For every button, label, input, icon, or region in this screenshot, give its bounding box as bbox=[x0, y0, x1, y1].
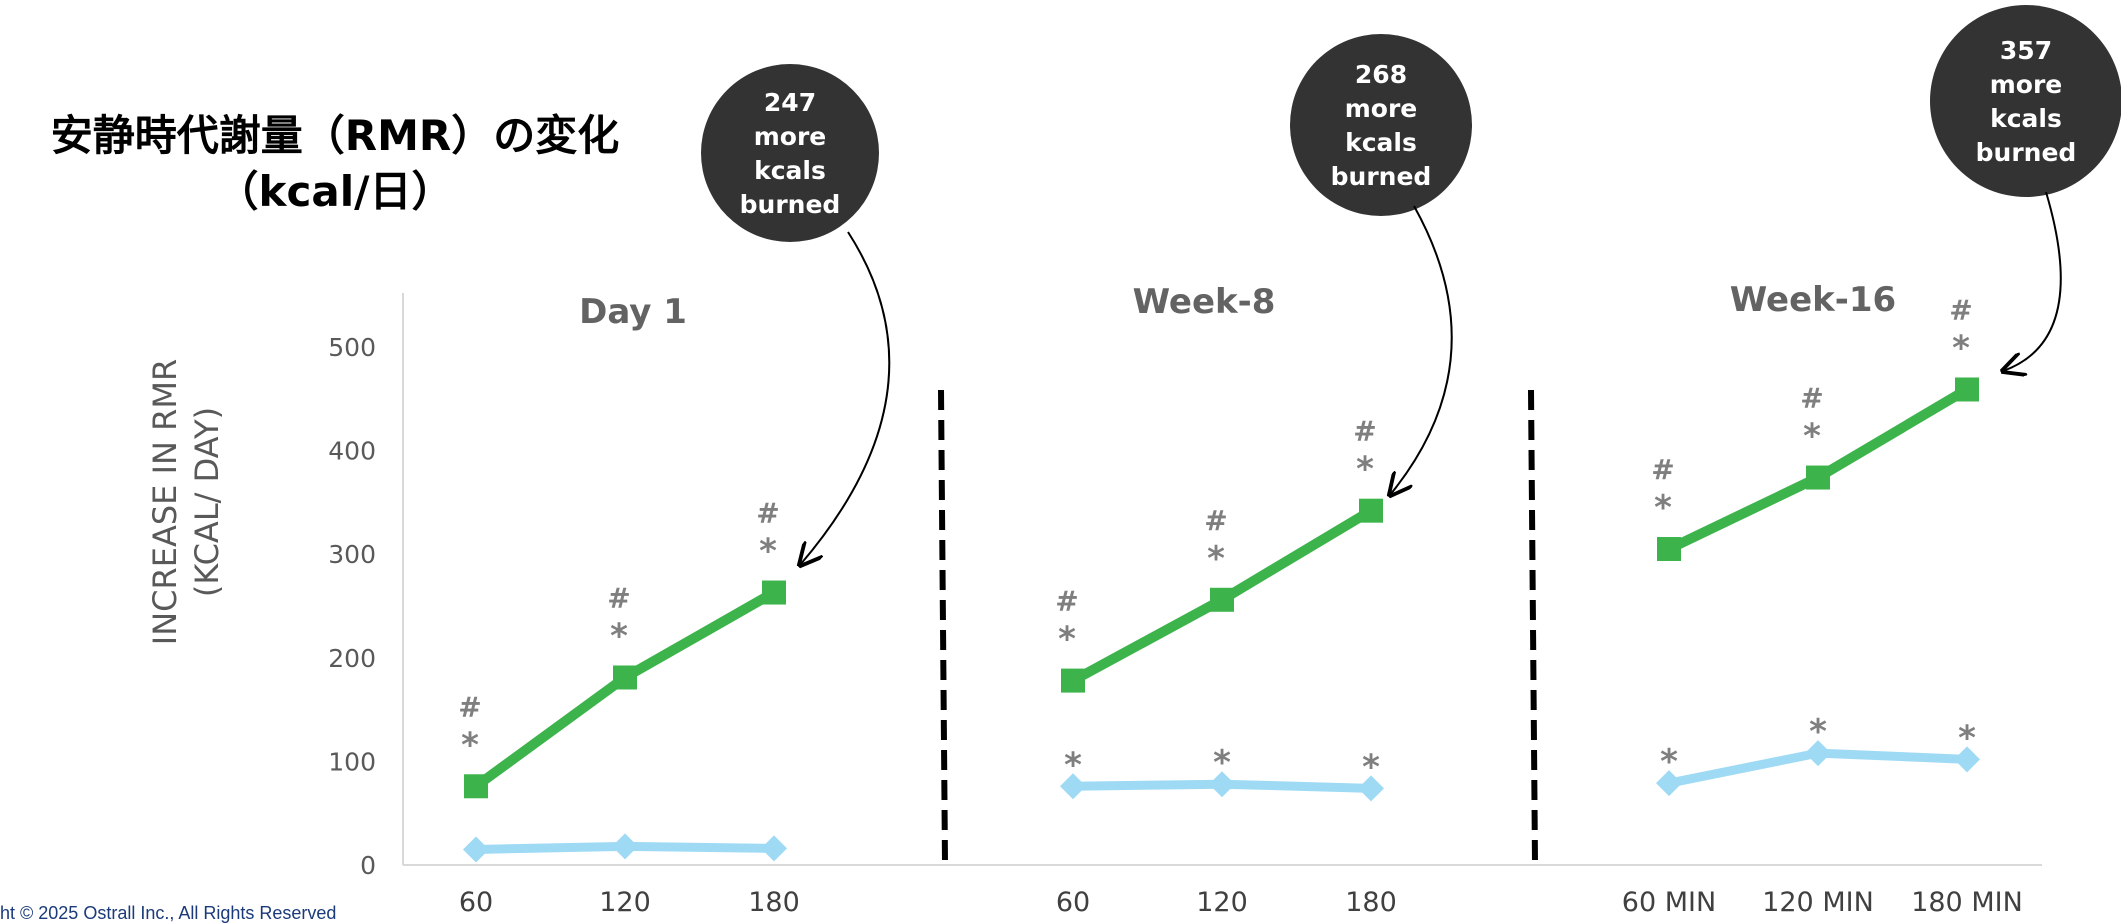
x-tick-label: 180 bbox=[1345, 887, 1397, 914]
x-tick-label: 60 bbox=[459, 887, 493, 914]
significance-star: * bbox=[759, 532, 777, 572]
significance-star: * bbox=[1803, 417, 1821, 457]
callout-text: burned bbox=[1331, 162, 1432, 191]
callout-text: more bbox=[754, 122, 827, 151]
callout-text: more bbox=[1990, 70, 2063, 99]
data-point-square bbox=[1955, 377, 1979, 402]
significance-star: * bbox=[610, 616, 628, 656]
title-line-2: （kcal/日） bbox=[216, 167, 454, 216]
callout-arrow bbox=[2003, 191, 2062, 371]
significance-hash: # bbox=[1949, 293, 1972, 326]
callout-text: more bbox=[1345, 94, 1418, 123]
x-tick-label: 120 MIN bbox=[1762, 887, 1874, 914]
y-tick-label: 200 bbox=[328, 644, 376, 673]
callout-arrow bbox=[800, 231, 891, 565]
data-point-diamond bbox=[612, 833, 638, 860]
x-tick-label: 180 bbox=[748, 887, 800, 914]
significance-hash: # bbox=[1800, 382, 1823, 415]
y-tick-label: 400 bbox=[328, 437, 376, 466]
callout-bubble bbox=[701, 64, 879, 242]
title-line-1: 安静時代謝量（RMR）の変化 bbox=[50, 111, 620, 160]
significance-star: * bbox=[1952, 328, 1970, 368]
data-point-diamond bbox=[1954, 746, 1980, 773]
panel-divider-1 bbox=[938, 389, 948, 863]
panel-title: Day 1 bbox=[579, 292, 687, 332]
significance-star: * bbox=[1654, 488, 1672, 528]
data-point-square bbox=[464, 774, 488, 799]
significance-hash: # bbox=[1055, 585, 1078, 618]
panel-title: Week-8 bbox=[1133, 282, 1276, 322]
significance-hash: # bbox=[756, 497, 779, 530]
panel-title: Week-16 bbox=[1730, 280, 1896, 320]
data-point-square bbox=[613, 665, 637, 690]
data-point-diamond bbox=[1060, 773, 1086, 800]
y-tick-label: 500 bbox=[328, 333, 376, 362]
significance-star: * bbox=[1660, 742, 1678, 782]
callout-text: 357 bbox=[2000, 36, 2052, 65]
panel-divider-2 bbox=[1528, 389, 1538, 863]
x-tick-label: 60 MIN bbox=[1622, 887, 1716, 914]
data-point-square bbox=[1359, 498, 1383, 523]
y-tick-label: 100 bbox=[328, 747, 376, 776]
data-point-diamond bbox=[1209, 771, 1235, 798]
page-title: 安静時代謝量（RMR）の変化 （kcal/日） bbox=[0, 108, 670, 220]
data-point-square bbox=[1061, 668, 1085, 693]
significance-star: * bbox=[1058, 620, 1076, 660]
callout-text: burned bbox=[1976, 138, 2077, 167]
significance-star: * bbox=[1207, 539, 1225, 579]
significance-star: * bbox=[1809, 712, 1827, 752]
callout-bubble bbox=[1290, 34, 1472, 216]
data-point-square bbox=[762, 580, 786, 605]
callout-text: kcals bbox=[1990, 104, 2062, 133]
y-tick-label: 300 bbox=[328, 540, 376, 569]
callout-text: kcals bbox=[754, 156, 826, 185]
significance-hash: # bbox=[1353, 415, 1376, 448]
data-point-square bbox=[1210, 587, 1234, 612]
data-point-diamond bbox=[1358, 775, 1384, 802]
callout-text: 247 bbox=[764, 88, 816, 117]
significance-star: * bbox=[461, 725, 479, 765]
significance-star: * bbox=[1362, 747, 1380, 787]
data-point-diamond bbox=[463, 836, 489, 863]
callout-arrow bbox=[1390, 205, 1453, 495]
significance-hash: # bbox=[1651, 453, 1674, 486]
data-point-square bbox=[1806, 465, 1830, 490]
y-axis-label: INCREASE IN RMR (KCAL/ DAY) bbox=[146, 359, 226, 645]
x-tick-label: 120 bbox=[599, 887, 651, 914]
callout-text: burned bbox=[740, 190, 841, 219]
data-point-diamond bbox=[761, 835, 787, 862]
x-tick-label: 120 bbox=[1196, 887, 1248, 914]
significance-star: * bbox=[1213, 743, 1231, 783]
y-tick-label: 0 bbox=[360, 851, 376, 880]
significance-hash: # bbox=[1204, 504, 1227, 537]
data-point-diamond bbox=[1805, 740, 1831, 767]
callout-bubble bbox=[1930, 5, 2121, 197]
x-tick-label: 60 bbox=[1056, 887, 1090, 914]
callout-text: kcals bbox=[1345, 128, 1417, 157]
significance-hash: # bbox=[458, 690, 481, 723]
significance-hash: # bbox=[607, 581, 630, 614]
data-point-square bbox=[1657, 537, 1681, 562]
data-point-diamond bbox=[1656, 770, 1682, 797]
callout-text: 268 bbox=[1355, 60, 1407, 89]
x-tick-label: 180 MIN bbox=[1911, 887, 2023, 914]
significance-star: * bbox=[1064, 745, 1082, 785]
significance-star: * bbox=[1356, 450, 1374, 490]
significance-star: * bbox=[1958, 718, 1976, 758]
